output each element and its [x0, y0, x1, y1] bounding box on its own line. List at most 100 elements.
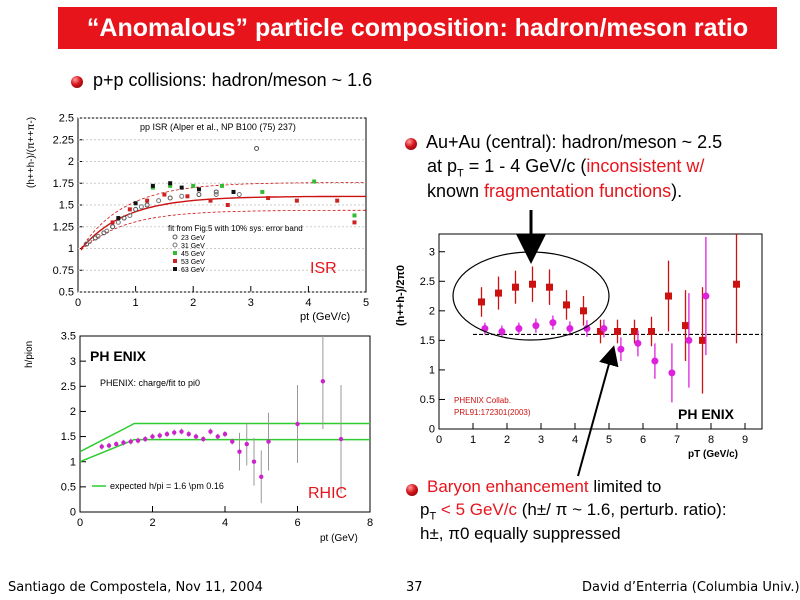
- auau-credit-2: PRL91:172301(2003): [454, 408, 531, 417]
- data-point: [617, 345, 625, 353]
- text-part: known: [427, 181, 485, 201]
- data-point: [651, 357, 659, 365]
- data-point: [157, 433, 162, 438]
- auau-chart: 0 1 2 3 4 5 6 7 8 9 0 0.5 1 1.5 2 2.5 3 PHENIX Collab. P…: [395, 233, 763, 460]
- y-tick-label: 1.5: [420, 335, 435, 347]
- x-tick-label: 3: [248, 297, 254, 309]
- isr-grid: 0 1 2 3 4 5 0.5 0.75 1 1.25 1.5 1.75 2 2.25 2.5: [53, 113, 369, 309]
- x-tick-label: 2: [149, 517, 155, 529]
- x-tick-label: 6: [294, 517, 300, 529]
- auau-credit-1: PHENIX Collab.: [454, 396, 511, 405]
- legend-marker: [172, 242, 178, 248]
- fit-band-lower: [80, 209, 366, 251]
- data-point: [110, 224, 116, 230]
- data-point: [614, 328, 621, 335]
- data-point: [532, 322, 540, 330]
- rhic-legend: expected h/pi = 1.6 \pm 0.16: [110, 481, 224, 491]
- highlight-text: fragmentation functions: [484, 181, 672, 201]
- fit-curve: [80, 195, 366, 250]
- slide-title-text: “Anomalous” particle composition: hadron…: [86, 13, 749, 42]
- text-part: at p: [427, 156, 458, 176]
- data-point: [133, 206, 139, 212]
- phenix-logo: PH ENIX: [678, 406, 735, 422]
- data-point: [168, 183, 173, 188]
- subscript: T: [457, 167, 464, 180]
- isr-chart: 0 1 2 3 4 5 0.5 0.75 1 1.25 1.5 1.75 2 2.25 2.5 pp ISR…: [26, 113, 369, 323]
- y-tick-label: 1.75: [53, 178, 74, 190]
- data-point: [566, 325, 574, 333]
- data-point: [172, 430, 177, 435]
- data-point: [138, 204, 144, 210]
- data-point: [515, 325, 523, 333]
- data-point: [230, 439, 235, 444]
- x-tick-label: 0: [75, 297, 81, 309]
- data-point: [338, 436, 344, 442]
- legend-marker: [173, 267, 177, 271]
- highlight-text: inconsistent w/: [586, 156, 705, 176]
- data-point: [179, 429, 184, 434]
- data-point: [266, 196, 271, 201]
- data-point: [597, 328, 604, 335]
- fit-band-upper: [80, 182, 366, 249]
- y-tick-label: 1.5: [59, 200, 74, 212]
- auau-xlabel: pT (GeV/c): [688, 449, 738, 460]
- y-tick-label: 2.5: [59, 113, 74, 125]
- expected-upper: [79, 422, 370, 453]
- x-tick-label: 4: [222, 517, 228, 529]
- data-point: [222, 431, 228, 437]
- data-point: [144, 202, 150, 208]
- x-tick-label: 5: [606, 434, 612, 446]
- legend-marker: [173, 259, 177, 263]
- y-tick-label: 3: [429, 246, 435, 258]
- data-point: [495, 289, 502, 297]
- data-point: [87, 239, 93, 245]
- data-point: [312, 179, 317, 184]
- isr-data-points: [84, 145, 357, 247]
- data-point: [201, 436, 206, 442]
- data-point: [352, 220, 357, 225]
- auau-ylabel: (h++h-)/2π0: [395, 265, 407, 326]
- data-point: [99, 444, 104, 449]
- y-tick-label: 2.25: [53, 134, 74, 146]
- y-tick-label: 0.5: [59, 287, 74, 299]
- text-part: limited to: [588, 477, 662, 496]
- x-tick-label: 6: [640, 434, 646, 446]
- bullet-baryon-line3: h±, π0 equally suppressed: [420, 524, 621, 543]
- y-tick-label: 2.5: [61, 381, 76, 393]
- data-point: [294, 198, 299, 203]
- y-tick-label: 0.5: [61, 482, 76, 494]
- bullet-baryon-line2: pT < 5 GeV/c (h±/ π ~ 1.6, perturb. rati…: [420, 500, 727, 522]
- y-tick-label: 0.5: [420, 394, 435, 406]
- data-point: [733, 280, 740, 288]
- x-tick-label: 8: [367, 517, 373, 529]
- data-point: [145, 198, 150, 203]
- y-tick-label: 1.25: [53, 221, 74, 233]
- y-tick-label: 2: [68, 156, 74, 168]
- rhic-panel-label: RHIC: [308, 485, 347, 502]
- data-point: [185, 194, 190, 199]
- bullet-auau-line3: known fragmentation functions).: [427, 181, 682, 202]
- legend-marker: [172, 234, 178, 240]
- x-tick-label: 0: [77, 517, 83, 529]
- data-point: [320, 379, 326, 384]
- bullet-pp: p+p collisions: hadron/meson ~ 1.6: [93, 70, 373, 90]
- data-point: [179, 193, 185, 199]
- data-point: [648, 328, 655, 335]
- data-point: [104, 228, 110, 234]
- data-point: [84, 241, 90, 247]
- data-point: [220, 183, 224, 188]
- rhic-expected-band: [79, 422, 370, 463]
- data-point: [150, 434, 155, 439]
- y-tick-label: 1: [68, 243, 74, 255]
- data-point: [583, 325, 591, 333]
- data-point: [259, 474, 264, 479]
- data-point: [128, 439, 133, 444]
- phenix-logo: PH ENIX: [90, 348, 147, 364]
- data-point: [529, 280, 536, 288]
- bullet-icon: [71, 76, 83, 88]
- legend-marker: [173, 251, 177, 255]
- x-tick-label: 2: [190, 297, 196, 309]
- data-point: [156, 198, 162, 204]
- data-point: [208, 429, 213, 434]
- bullet-auau-line1: Au+Au (central): hadron/meson ~ 2.5: [426, 132, 723, 152]
